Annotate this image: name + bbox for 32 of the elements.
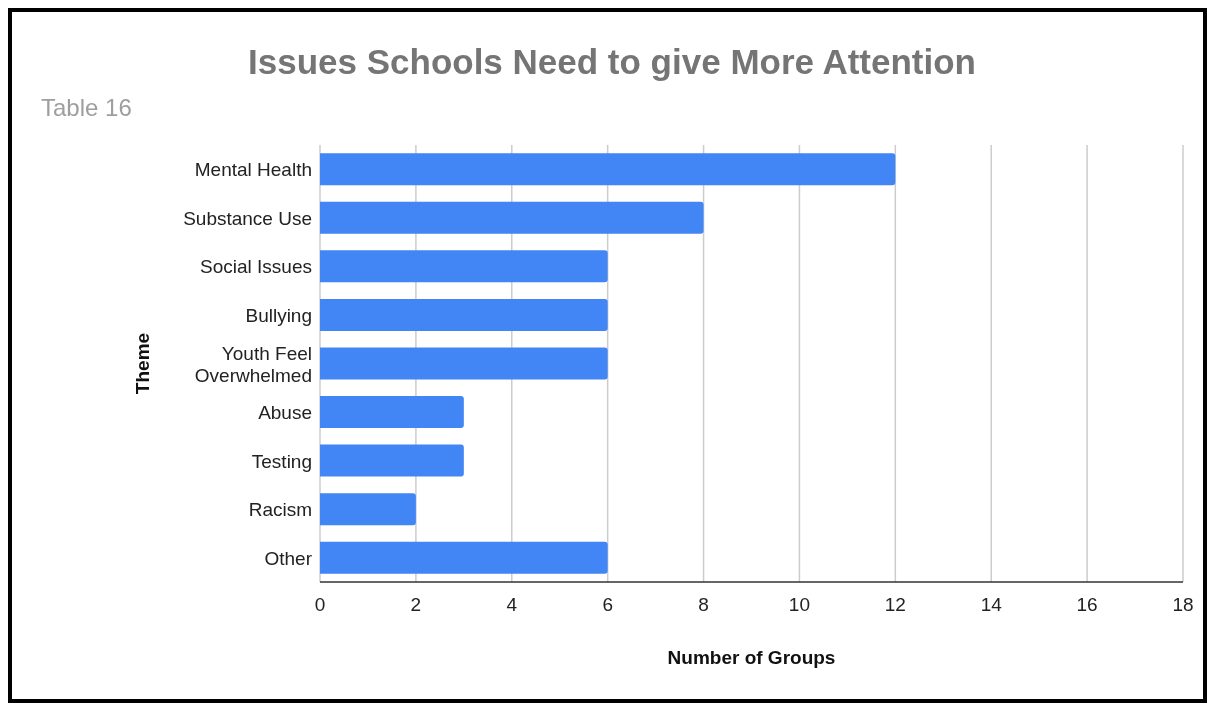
- y-tick-label: Testing: [251, 450, 312, 472]
- bar: [320, 250, 608, 283]
- x-axis-title: Number of Groups: [667, 647, 836, 668]
- x-tick-label: 2: [410, 594, 422, 616]
- bar: [320, 541, 608, 574]
- y-tick-label: Bullying: [245, 304, 312, 326]
- bar: [320, 493, 416, 526]
- x-tick-label: 8: [698, 594, 709, 616]
- y-tick-label: Other: [264, 547, 313, 569]
- bar: [320, 201, 704, 234]
- y-tick-label: Social Issues: [200, 255, 312, 277]
- x-tick-label: 14: [980, 594, 1003, 616]
- x-tick-label: 16: [1076, 594, 1098, 616]
- bar: [320, 298, 608, 331]
- x-tick-label: 6: [602, 594, 613, 616]
- x-tick-label: 10: [788, 594, 811, 616]
- y-tick-label: Substance Use: [183, 207, 312, 229]
- bar: [320, 396, 464, 429]
- bar: [320, 153, 896, 186]
- y-tick-label: Racism: [248, 498, 312, 520]
- y-tick-label: Youth Feel Overwhelmed: [194, 342, 312, 385]
- y-axis-title: Theme: [131, 332, 153, 395]
- x-tick-label: 0: [314, 594, 326, 616]
- bar: [320, 444, 464, 477]
- text: Table 16: [41, 94, 132, 122]
- x-tick-label: 12: [884, 594, 906, 616]
- bar: [320, 347, 608, 380]
- x-tick-label: 4: [506, 594, 518, 616]
- chart-title: Issues Schools Need to give More Attention: [247, 42, 977, 82]
- x-tick-label: 18: [1172, 594, 1194, 616]
- y-tick-label: Mental Health: [194, 158, 312, 180]
- y-tick-label: Abuse: [258, 401, 312, 423]
